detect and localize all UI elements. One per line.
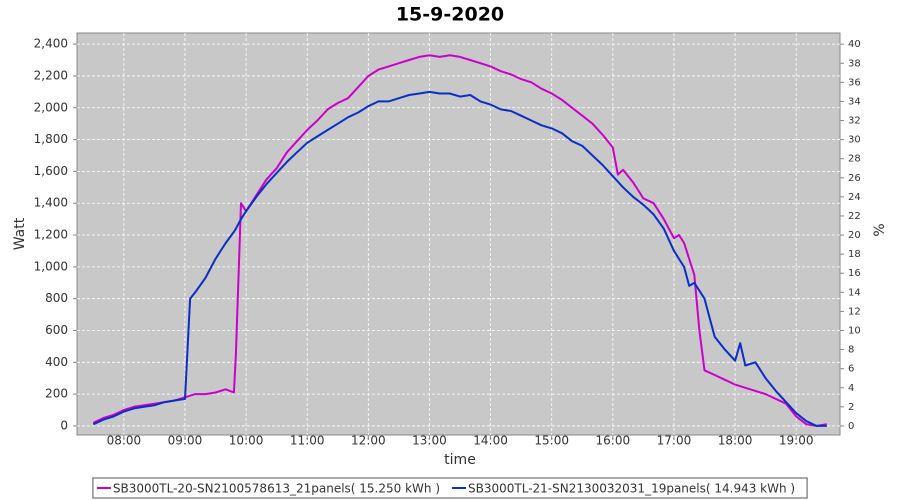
y2-tick-label: 16 [848,268,861,279]
legend-label: SB3000TL-20-SN2100578613_21panels( 15.25… [113,482,440,496]
y2-tick-label: 12 [848,306,861,317]
y2-tick-label: 26 [848,173,861,184]
x-tick-label: 10:00 [229,434,264,448]
y-tick-label: 1,600 [34,164,68,178]
y-tick-label: 0 [60,418,68,432]
y2-tick-label: 32 [848,116,861,127]
y-tick-label: 800 [45,291,68,305]
x-tick-label: 17:00 [657,434,692,448]
x-tick-label: 15:00 [534,434,569,448]
y-axis-label: Watt [12,217,28,250]
chart-title: 15-9-2020 [396,4,504,26]
series-line [92,54,827,427]
x-axis-label: time [444,452,476,468]
y2-tick-label: 20 [848,230,861,241]
y2-tick-label: 38 [848,58,861,69]
x-tick-label: 11:00 [290,434,325,448]
y-tick-label: 2,000 [34,100,68,114]
y2-tick-label: 30 [848,135,861,146]
y-tick-label: 200 [45,387,68,401]
y-tick-label: 600 [45,323,68,337]
y-tick-label: 1,000 [34,259,68,273]
y2-tick-label: 34 [848,96,861,107]
y2-tick-label: 14 [848,287,861,298]
x-tick-label: 19:00 [779,434,814,448]
y2-tick-label: 10 [848,325,861,336]
legend-box [92,477,808,499]
y2-tick-label: 22 [848,211,861,222]
x-tick-label: 13:00 [412,434,447,448]
x-tick-label: 14:00 [473,434,508,448]
y-tick-label: 1,200 [34,228,68,242]
y2-axis-label: % [872,223,888,236]
y-tick-label: 2,200 [34,68,68,82]
plot-area [76,32,841,436]
y2-tick-label: 40 [848,39,861,50]
y2-tick-label: 6 [848,364,854,375]
y2-tick-label: 24 [848,192,861,203]
y2-tick-label: 2 [848,402,854,413]
y-tick-label: 2,400 [34,37,68,51]
y2-tick-label: 28 [848,154,861,165]
x-tick-label: 16:00 [596,434,631,448]
legend-label: SB3000TL-21-SN2130032031_19panels( 14.94… [468,482,795,496]
y-tick-label: 1,800 [34,132,68,146]
y2-tick-label: 36 [848,77,861,88]
y2-tick-label: 4 [848,383,854,394]
y2-tick-label: 0 [848,421,854,432]
y2-tick-label: 18 [848,249,861,260]
y-tick-label: 1,400 [34,196,68,210]
x-tick-label: 18:00 [718,434,753,448]
series-line [92,90,827,427]
y-tick-label: 400 [45,355,68,369]
y2-tick-label: 8 [848,345,854,356]
x-tick-label: 12:00 [351,434,386,448]
x-tick-label: 09:00 [168,434,203,448]
x-tick-label: 08:00 [107,434,142,448]
